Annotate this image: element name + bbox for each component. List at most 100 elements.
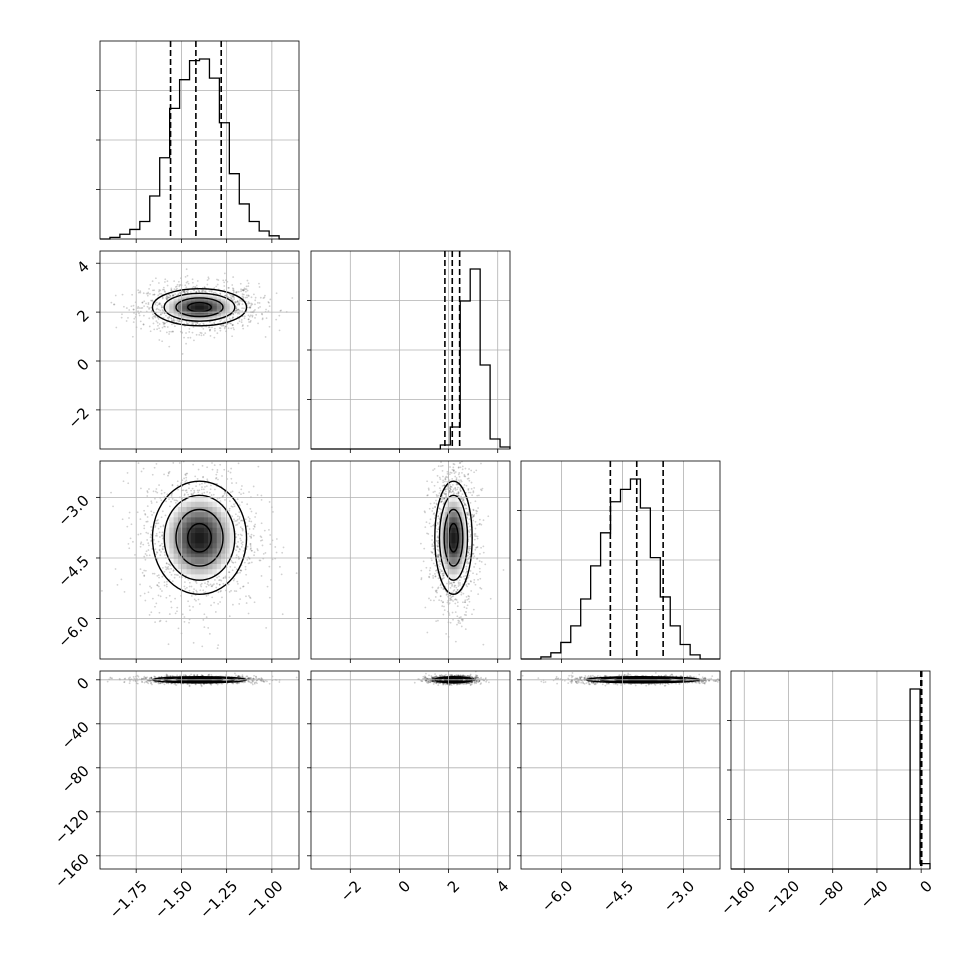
density-cell — [186, 297, 192, 300]
sample-point — [242, 549, 245, 552]
sample-point — [246, 559, 249, 561]
sample-point — [231, 561, 234, 564]
sample-point — [248, 321, 250, 323]
sample-point — [183, 292, 186, 294]
sample-point — [130, 523, 133, 526]
sample-point — [420, 578, 423, 581]
sample-point — [164, 322, 166, 325]
sample-point — [235, 306, 238, 309]
sample-point — [457, 486, 459, 489]
sample-point — [157, 574, 160, 577]
sample-point — [167, 474, 169, 477]
sample-point — [148, 306, 151, 309]
density-cell — [441, 527, 444, 533]
sample-point — [185, 268, 188, 271]
sample-point — [458, 472, 461, 474]
density-cell — [173, 511, 179, 518]
contour-line — [434, 480, 473, 596]
sample-point — [218, 579, 220, 582]
sample-point — [188, 327, 191, 330]
sample-point — [239, 537, 242, 540]
sample-point — [435, 494, 438, 496]
sample-point — [437, 586, 440, 589]
sample-point — [480, 489, 483, 492]
sample-point — [250, 537, 253, 539]
sample-point — [204, 332, 207, 335]
sample-point — [443, 484, 446, 487]
sample-point — [148, 544, 150, 547]
sample-point — [466, 604, 469, 607]
sample-point — [209, 583, 212, 586]
sample-point — [151, 299, 154, 302]
sample-point — [170, 500, 172, 503]
sample-point — [250, 533, 253, 536]
sample-point — [238, 312, 241, 315]
sample-point — [215, 476, 218, 479]
sample-point — [158, 302, 161, 304]
sample-point — [489, 597, 492, 600]
sample-point — [453, 469, 455, 472]
sample-point — [209, 289, 212, 292]
sample-point — [192, 463, 195, 466]
sample-point — [184, 275, 187, 278]
pair-content-1-2 — [311, 461, 510, 659]
sample-point — [459, 622, 462, 625]
sample-point — [168, 613, 171, 615]
sample-point — [241, 529, 244, 532]
sample-point — [195, 290, 198, 293]
density-cell — [463, 542, 466, 549]
sample-point — [134, 553, 136, 556]
sample-point — [278, 314, 281, 317]
sample-point — [173, 499, 176, 502]
sample-point — [467, 582, 470, 585]
sample-point — [193, 339, 195, 342]
sample-point — [163, 290, 166, 293]
density-cell — [165, 307, 170, 310]
sample-point — [237, 462, 240, 465]
sample-point — [197, 598, 200, 601]
sample-point — [243, 546, 246, 549]
sample-point — [439, 478, 442, 481]
density-cell — [165, 522, 170, 528]
sample-point — [188, 487, 190, 490]
sample-point — [198, 489, 201, 492]
sample-point — [436, 535, 439, 538]
density-cell — [173, 298, 179, 301]
sample-point — [233, 518, 235, 521]
sample-point — [176, 610, 178, 613]
sample-point — [436, 540, 439, 543]
sample-point — [436, 591, 438, 594]
sample-point — [160, 304, 163, 307]
sample-point — [139, 518, 142, 521]
sample-point — [442, 601, 445, 603]
sample-point — [221, 596, 223, 599]
sample-point — [476, 557, 478, 560]
sample-point — [436, 495, 438, 498]
sample-point — [173, 325, 176, 328]
density-cell — [203, 305, 209, 308]
sample-point — [155, 488, 158, 490]
sample-point — [262, 297, 265, 299]
sample-point — [426, 631, 429, 634]
sample-point — [234, 561, 237, 564]
density-cell — [451, 527, 454, 533]
sample-point — [254, 317, 256, 319]
sample-point — [149, 284, 152, 286]
sample-point — [465, 565, 468, 568]
density-cell — [177, 517, 183, 523]
sample-point — [439, 595, 442, 598]
density-cell — [212, 300, 218, 303]
sample-point — [201, 290, 204, 293]
sample-point — [221, 325, 223, 327]
density-cell — [208, 548, 213, 554]
sample-point — [192, 641, 195, 644]
sample-point — [151, 299, 153, 302]
sample-point — [143, 592, 146, 595]
sample-point — [464, 574, 467, 577]
sample-point — [242, 296, 245, 299]
sample-point — [460, 591, 463, 594]
sample-point — [260, 494, 263, 497]
sample-point — [242, 324, 244, 326]
sample-point — [161, 575, 164, 578]
density-cell — [444, 568, 447, 575]
